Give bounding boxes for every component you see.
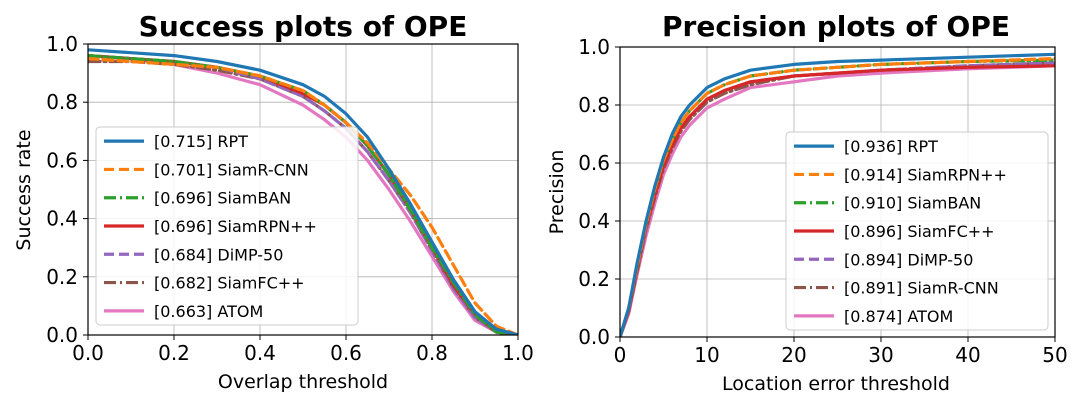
success-plot-legend-label: [0.663] ATOM <box>154 302 263 321</box>
precision-plot-x-tick-label: 40 <box>955 343 980 367</box>
precision-plot-x-tick-label: 50 <box>1042 343 1067 367</box>
success-plot-legend-label: [0.682] SiamFC++ <box>154 274 305 293</box>
success-plot-y-tick-label: 0.4 <box>46 207 78 231</box>
precision-plot-x-tick-label: 20 <box>781 343 806 367</box>
precision-plot-y-tick-label: 0.2 <box>578 267 610 291</box>
precision-plot-y-tick-label: 0.4 <box>578 209 610 233</box>
success-plot-x-tick-label: 0.4 <box>244 341 276 365</box>
success-plot-y-tick-label: 0.0 <box>46 323 78 347</box>
precision-plot-series-rpt <box>620 52 1055 337</box>
success-plot: Success plots of OPE Overlap threshold S… <box>13 10 534 393</box>
precision-plot-y-tick-label: 0.0 <box>578 325 610 349</box>
precision-plot-series-siamrpn- <box>620 56 1055 337</box>
success-plot-x-tick-label: 1.0 <box>502 341 534 365</box>
success-plot-frame <box>87 43 519 336</box>
precision-plot-series-lines <box>620 52 1055 337</box>
success-plot-legend-label: [0.696] SiamBAN <box>154 189 291 208</box>
precision-plot-x-axis-label: Location error threshold <box>722 373 950 395</box>
precision-plot-legend-label: [0.894] DiMP-50 <box>844 250 973 269</box>
success-plot-legend-box <box>95 126 359 326</box>
precision-plot-legend-label: [0.896] SiamFC++ <box>844 222 995 241</box>
success-plot-x-tick-label: 0.8 <box>416 341 448 365</box>
precision-plot-y-tick-label: 0.8 <box>578 93 610 117</box>
success-plot-y-tick-label: 0.2 <box>46 265 78 289</box>
success-plot-x-tick-label: 0.0 <box>72 341 104 365</box>
precision-plot-legend-label: [0.874] ATOM <box>844 307 953 326</box>
success-plot-y-tick-label: 0.6 <box>46 148 78 172</box>
precision-plot-x-tick-label: 0 <box>614 343 627 367</box>
success-plot-title: Success plots of OPE <box>139 10 468 43</box>
precision-plot-legend: [0.936] RPT [0.914] SiamRPN++ [0.910] Siam… <box>785 131 1049 331</box>
success-plot-legend: [0.715] RPT [0.701] SiamR-CNN [0.696] Siam… <box>95 126 359 326</box>
success-plot-y-tick-label: 1.0 <box>46 32 78 56</box>
success-plot-legend-label: [0.715] RPT <box>154 132 248 151</box>
precision-plot-legend-label: [0.891] SiamR-CNN <box>844 279 999 298</box>
success-plot-series-rpt <box>88 48 518 335</box>
precision-plot: Precision plots of OPE Location error th… <box>546 10 1068 395</box>
success-plot-legend-label: [0.684] DiMP-50 <box>154 245 283 264</box>
precision-plot-y-tick-label: 1.0 <box>578 35 610 59</box>
success-plot-y-tick-label: 0.8 <box>46 90 78 114</box>
precision-plot-x-tick-label: 10 <box>694 343 719 367</box>
precision-plot-title: Precision plots of OPE <box>662 10 1010 43</box>
success-plot-x-tick-label: 0.2 <box>158 341 190 365</box>
success-plot-legend-label: [0.701] SiamR-CNN <box>154 160 309 179</box>
precision-plot-frame <box>619 46 1056 338</box>
success-plot-x-tick-label: 0.6 <box>330 341 362 365</box>
precision-plot-y-tick-label: 0.6 <box>578 151 610 175</box>
success-plot-x-axis-label: Overlap threshold <box>218 371 388 393</box>
precision-plot-x-tick-label: 30 <box>868 343 893 367</box>
precision-plot-legend-label: [0.936] RPT <box>844 137 938 156</box>
precision-plot-legend-label: [0.910] SiamBAN <box>844 194 981 213</box>
precision-plot-legend-box <box>785 131 1049 331</box>
success-plot-legend-label: [0.696] SiamRPN++ <box>154 217 317 236</box>
precision-plot-legend-label: [0.914] SiamRPN++ <box>844 165 1007 184</box>
precision-plot-y-axis-label: Precision <box>546 150 568 235</box>
success-plot-y-axis-label: Success rate <box>13 129 35 250</box>
